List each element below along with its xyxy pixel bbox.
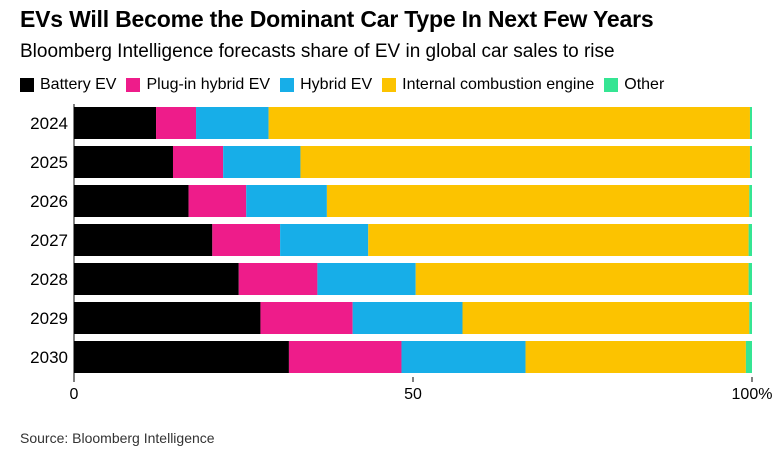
bar-segment [525, 341, 746, 373]
bar-segment [749, 107, 752, 139]
y-tick-label: 2029 [30, 309, 68, 328]
source-note: Source: Bloomberg Intelligence [20, 430, 215, 446]
bar-segment [749, 302, 752, 334]
legend-label: Other [624, 76, 665, 93]
bar-segment [288, 341, 402, 373]
y-tick-label: 2024 [30, 114, 68, 133]
legend-label: Internal combustion engine [402, 76, 595, 93]
legend-item: Battery EV [20, 76, 116, 94]
bar-segment [326, 185, 750, 217]
y-tick-label: 2027 [30, 231, 68, 250]
bar-segment [74, 341, 289, 373]
y-tick-label: 2026 [30, 192, 68, 211]
legend-swatch [280, 78, 295, 92]
bar-segment [401, 341, 526, 373]
legend-swatch [20, 78, 34, 92]
bar-segment [280, 224, 369, 256]
legend-swatch [126, 78, 141, 92]
legend-swatch [604, 78, 619, 92]
chart-title: EVs Will Become the Dominant Car Type In… [20, 6, 654, 32]
bar-segment [462, 302, 750, 334]
bar-segment [745, 341, 752, 373]
bar-segment [223, 146, 301, 178]
bar-segment [188, 185, 247, 217]
chart-subtitle: Bloomberg Intelligence forecasts share o… [20, 41, 615, 62]
bar-segment [748, 263, 752, 295]
bar-segment [352, 302, 463, 334]
bar-segment [74, 107, 157, 139]
legend: Battery EV Plug-in hybrid EV Hybrid EV Inte… [20, 76, 674, 94]
legend-swatch [382, 78, 397, 92]
bar-segment [156, 107, 197, 139]
bar-segment [74, 302, 261, 334]
legend-item: Plug-in hybrid EV [126, 76, 270, 94]
bar-segment [268, 107, 750, 139]
x-tick-label: 50 [404, 386, 422, 403]
legend-item: Hybrid EV [280, 76, 372, 94]
bar-segment [172, 146, 224, 178]
bar-segment [74, 263, 239, 295]
bar-segment [212, 224, 281, 256]
bar-segment [74, 224, 213, 256]
bar-segment [368, 224, 749, 256]
x-tick-label: 100% [732, 386, 773, 403]
legend-label: Hybrid EV [300, 76, 373, 93]
bar-segment [749, 146, 752, 178]
bar-segment [196, 107, 269, 139]
legend-item: Internal combustion engine [382, 76, 594, 94]
bar-segment [74, 185, 189, 217]
legend-item: Other [604, 76, 664, 94]
bar-segment [415, 263, 749, 295]
bar-segment [300, 146, 750, 178]
y-tick-label: 2028 [30, 270, 68, 289]
legend-label: Battery EV [40, 76, 117, 93]
bar-segment [74, 146, 173, 178]
bar-segment [260, 302, 353, 334]
bar-segment [749, 185, 752, 217]
bar-segment [748, 224, 752, 256]
y-tick-label: 2025 [30, 153, 68, 172]
x-tick-label: 0 [70, 386, 79, 403]
y-tick-label: 2030 [30, 348, 68, 367]
bar-segment [238, 263, 318, 295]
bar-segment [246, 185, 327, 217]
bar-segment [317, 263, 416, 295]
legend-label: Plug-in hybrid EV [146, 76, 271, 93]
